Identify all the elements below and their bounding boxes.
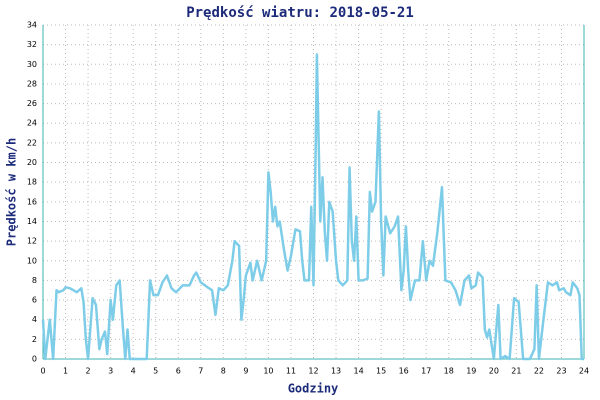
x-tick-label: 1 <box>63 367 68 376</box>
x-tick-label: 3 <box>108 367 113 376</box>
data-line <box>41 53 584 361</box>
x-tick-label: 14 <box>353 367 363 376</box>
x-tick-label: 22 <box>534 367 544 376</box>
y-tick-label: 34 <box>27 21 37 30</box>
x-tick-label: 15 <box>376 367 386 376</box>
x-tick-label: 10 <box>263 367 273 376</box>
x-tick-label: 4 <box>131 367 136 376</box>
y-axis-label: Prędkość w km/h <box>5 138 19 246</box>
y-tick-label: 4 <box>32 315 37 324</box>
y-tick-label: 26 <box>27 99 37 108</box>
x-tick-label: 18 <box>444 367 454 376</box>
y-tick-label: 24 <box>27 119 37 128</box>
x-tick-label: 2 <box>86 367 91 376</box>
x-tick-label: 6 <box>176 367 181 376</box>
y-tick-label: 6 <box>32 296 37 305</box>
y-tick-label: 0 <box>32 355 37 364</box>
y-tick-label: 2 <box>32 335 37 344</box>
x-tick-label: 12 <box>308 367 318 376</box>
y-tick-label: 16 <box>27 197 37 206</box>
x-tick-label: 21 <box>511 367 521 376</box>
y-tick-label: 20 <box>27 158 37 167</box>
chart-title: Prędkość wiatru: 2018-05-21 <box>186 5 414 21</box>
y-tick-label: 14 <box>27 217 37 226</box>
x-tick-label: 8 <box>221 367 226 376</box>
x-tick-label: 0 <box>40 367 45 376</box>
x-tick-label: 19 <box>466 367 476 376</box>
x-tick-label: 5 <box>153 367 158 376</box>
x-axis-label: Godziny <box>288 382 339 396</box>
y-tick-label: 30 <box>27 60 37 69</box>
y-tick-label: 22 <box>27 138 37 147</box>
y-tick-label: 12 <box>27 237 37 246</box>
y-tick-label: 18 <box>27 178 37 187</box>
x-tick-label: 16 <box>399 367 409 376</box>
y-tick-label: 28 <box>27 79 37 88</box>
x-tick-label: 17 <box>421 367 431 376</box>
x-tick-label: 24 <box>579 367 589 376</box>
y-tick-label: 32 <box>27 40 37 49</box>
y-tick-label: 8 <box>32 276 37 285</box>
x-tick-label: 23 <box>556 367 566 376</box>
y-tick-label: 10 <box>27 256 37 265</box>
x-tick-label: 7 <box>198 367 203 376</box>
x-tick-label: 20 <box>489 367 499 376</box>
x-tick-label: 9 <box>243 367 248 376</box>
x-tick-label: 13 <box>331 367 341 376</box>
x-tick-label: 11 <box>286 367 296 376</box>
